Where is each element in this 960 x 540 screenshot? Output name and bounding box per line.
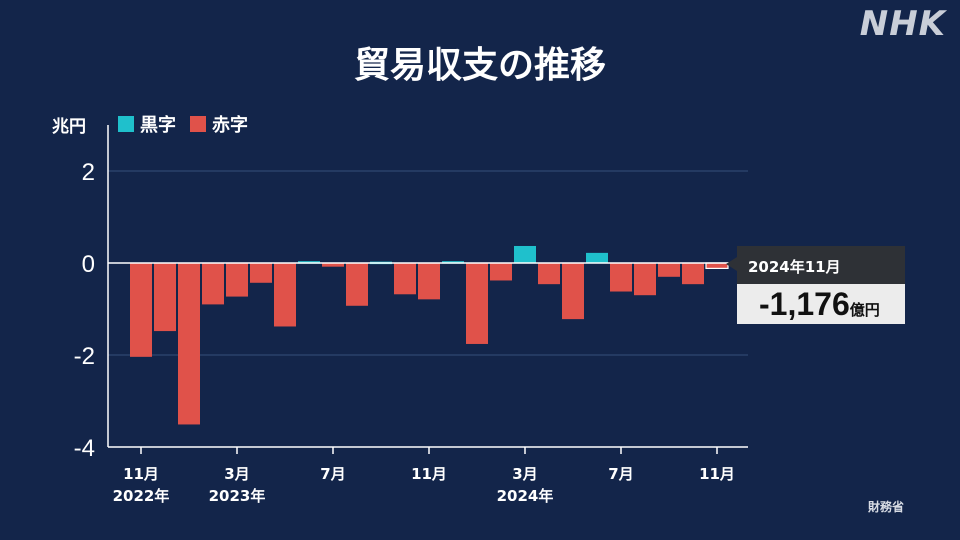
bar-2024-05: [562, 263, 584, 320]
y-tick-label: 2: [82, 159, 95, 186]
callout-value: -1,176: [759, 286, 850, 322]
y-tick-label: -2: [74, 343, 95, 370]
x-tick-label-month: 11月: [411, 465, 447, 483]
nhk-logo: NHK: [859, 4, 946, 44]
bar-2023-04: [250, 263, 272, 283]
x-tick-label-month: 3月: [512, 465, 537, 483]
bar-2024-08: [634, 263, 656, 296]
x-tick-label-month: 11月: [123, 465, 159, 483]
legend: 黒字 赤字: [118, 111, 248, 137]
callout-pointer: [726, 257, 737, 271]
source-label: 財務省: [868, 500, 905, 514]
bar-2024-09: [658, 263, 680, 277]
bar-2024-11: [705, 262, 729, 270]
legend-swatch-deficit: [190, 116, 206, 132]
callout-unit: 億円: [849, 301, 880, 319]
bar-2024-01: [466, 263, 488, 344]
x-tick-label-year: 2023年: [209, 487, 266, 505]
bar-2023-08: [346, 263, 368, 306]
chart-title: 貿易収支の推移: [353, 45, 606, 86]
bar-2024-06: [586, 252, 608, 263]
legend-label-surplus: 黒字: [140, 115, 176, 136]
bar-2024-07: [610, 263, 632, 292]
x-tick-label-year: 2024年: [497, 487, 554, 505]
legend-swatch-surplus: [118, 116, 134, 132]
bar-2023-05: [274, 263, 296, 327]
callout-value-box: -1,176億円: [737, 284, 905, 324]
bar-2023-07: [322, 263, 344, 267]
x-tick-label-month: 7月: [320, 465, 345, 483]
legend-item-surplus: 黒字: [118, 111, 176, 137]
legend-label-deficit: 赤字: [212, 115, 248, 136]
bar-2024-04: [538, 263, 560, 285]
callout-date: 2024年11月: [737, 246, 905, 284]
bar-2022-11: [130, 263, 152, 357]
y-tick-label: 0: [82, 251, 95, 278]
x-tick-label-month: 3月: [224, 465, 249, 483]
x-tick-label-month: 7月: [608, 465, 633, 483]
bar-2024-02: [490, 263, 512, 281]
legend-item-deficit: 赤字: [190, 111, 248, 137]
bar-2024-10: [682, 263, 704, 285]
y-axis-unit-label: 兆円: [52, 117, 86, 137]
y-tick-label: -4: [74, 435, 95, 462]
bar-2023-11: [418, 263, 440, 300]
bar-2022-12: [154, 263, 176, 332]
x-tick-label-year: 2022年: [113, 487, 170, 505]
bar-2023-01: [178, 263, 200, 425]
bar-2023-03: [226, 263, 248, 297]
bar-2024-03: [514, 245, 536, 263]
x-tick-label-month: 11月: [699, 465, 735, 483]
bar-2023-10: [394, 263, 416, 295]
bar-2023-02: [202, 263, 224, 305]
